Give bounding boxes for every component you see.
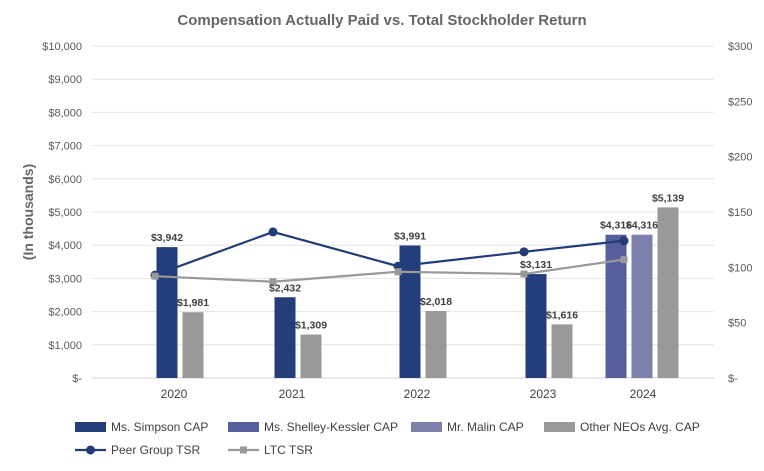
left-tick-label: $7,000: [48, 141, 82, 153]
left-tick-label: $1,000: [48, 340, 82, 352]
legend-label: Ms. Shelley-Kessler CAP: [264, 420, 398, 434]
bar-simpson-2022: [399, 245, 421, 378]
legend-marker-ltc: [240, 446, 247, 454]
ltc-marker-2020: [151, 272, 159, 280]
bar-other-2021: [300, 334, 322, 378]
x-tick-label: 2023: [530, 387, 557, 401]
bar-series: [156, 207, 679, 378]
peer-marker-2023: [519, 247, 529, 257]
bar-shelley-2024: [605, 234, 627, 378]
bar-data-label: $1,309: [295, 320, 327, 332]
x-tick-label: 2022: [404, 387, 431, 401]
left-tick-label: $-: [72, 373, 82, 385]
bar-data-label: $2,018: [420, 296, 452, 308]
ltc-marker-2023: [520, 270, 528, 278]
bar-data-label: $3,131: [520, 259, 552, 271]
bar-data-label: $3,991: [394, 230, 426, 242]
right-tick-label: $250: [728, 96, 752, 108]
left-tick-label: $8,000: [48, 107, 82, 119]
bar-data-label: $2,432: [269, 282, 301, 294]
left-tick-label: $3,000: [48, 273, 82, 285]
right-tick-label: $200: [728, 152, 752, 164]
legend-swatch-shelley: [228, 422, 259, 432]
bar-other-2022: [425, 311, 447, 378]
ltc-marker-2022: [394, 268, 402, 276]
bar-simpson-2020: [156, 247, 178, 378]
left-tick-label: $6,000: [48, 174, 82, 186]
right-tick-label: $-: [728, 373, 738, 385]
bar-malin-2024: [631, 234, 653, 378]
chart-title: Compensation Actually Paid vs. Total Sto…: [177, 12, 586, 29]
legend-swatch-simpson: [75, 422, 106, 432]
left-axis-ticks: $- $1,000 $2,000 $3,000 $4,000 $5,000 $6,000 $7…: [42, 41, 82, 385]
right-tick-label: $100: [728, 262, 752, 274]
legend-label: Peer Group TSR: [111, 443, 200, 457]
line-series: [150, 227, 629, 286]
bar-data-label: $4,316: [600, 220, 632, 232]
peer-marker-2021: [268, 227, 278, 237]
bar-data-label: $1,616: [546, 309, 578, 321]
ltc-marker-2024: [620, 256, 628, 264]
y-axis-label: (In thousands): [20, 164, 36, 260]
bar-data-label: $5,139: [652, 192, 684, 204]
legend-marker-peer: [86, 445, 95, 455]
legend-label: Ms. Simpson CAP: [111, 420, 208, 434]
bar-data-label: $1,981: [177, 297, 209, 309]
legend-swatch-malin: [411, 422, 442, 432]
bar-other-2023: [551, 324, 573, 378]
bar-data-label: $4,316: [626, 220, 658, 232]
x-axis-ticks: 2020 2021 2022 2023 2024: [161, 387, 657, 401]
x-tick-label: 2021: [279, 387, 306, 401]
legend-label: Mr. Malin CAP: [447, 420, 524, 434]
left-tick-label: $10,000: [42, 41, 82, 53]
legend-label: Other NEOs Avg. CAP: [580, 420, 700, 434]
legend-label: LTC TSR: [264, 443, 313, 457]
bar-other-2024: [657, 207, 679, 378]
x-tick-label: 2024: [630, 387, 657, 401]
peer-marker-2024: [619, 236, 629, 246]
ltc-marker-2021: [269, 278, 277, 286]
right-tick-label: $300: [728, 41, 752, 53]
bar-data-labels: $3,942 $1,981 $2,432 $1,309 $3,991 $2,018 $3,1…: [151, 192, 684, 331]
bar-simpson-2021: [274, 297, 296, 378]
right-tick-label: $50: [728, 318, 746, 330]
legend-swatch-other: [544, 422, 575, 432]
x-tick-label: 2020: [161, 387, 188, 401]
bar-simpson-2023: [525, 274, 547, 378]
left-tick-label: $5,000: [48, 207, 82, 219]
bar-data-label: $3,942: [151, 232, 183, 244]
left-tick-label: $4,000: [48, 240, 82, 252]
left-tick-label: $2,000: [48, 307, 82, 319]
bar-other-2020: [182, 312, 204, 378]
right-axis-ticks: $- $50 $100 $150 $200 $250 $300: [728, 41, 752, 385]
legend: Ms. Simpson CAP Ms. Shelley-Kessler CAP Mr…: [75, 420, 700, 457]
left-tick-label: $9,000: [48, 74, 82, 86]
right-tick-label: $150: [728, 207, 752, 219]
